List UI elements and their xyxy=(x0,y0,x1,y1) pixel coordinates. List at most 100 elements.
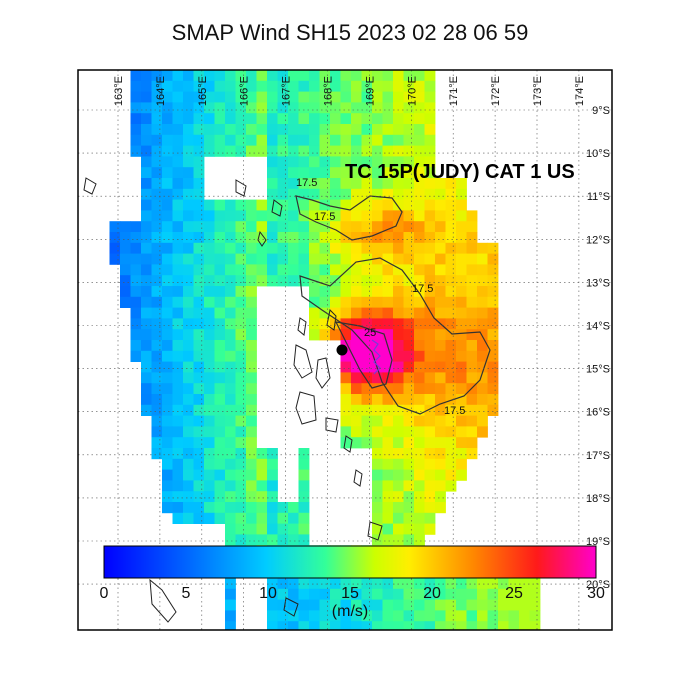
wind-cell xyxy=(246,404,257,416)
wind-cell xyxy=(225,621,236,630)
wind-cell xyxy=(372,426,383,438)
wind-cell xyxy=(340,307,352,319)
wind-cell xyxy=(183,167,194,179)
wind-cell xyxy=(183,113,194,125)
wind-cell xyxy=(267,621,278,630)
wind-cell xyxy=(309,199,320,211)
wind-cell xyxy=(340,124,352,136)
wind-cell xyxy=(382,242,394,254)
wind-cell xyxy=(340,329,352,341)
wind-cell xyxy=(456,221,467,233)
wind-cell xyxy=(141,264,152,276)
coastline xyxy=(343,435,353,453)
wind-cell xyxy=(141,80,152,92)
wind-cell xyxy=(403,264,415,276)
wind-cell xyxy=(267,199,278,211)
wind-cell xyxy=(141,199,152,211)
wind-cell xyxy=(424,134,436,146)
wind-cell xyxy=(372,383,383,395)
wind-cell xyxy=(214,70,226,82)
wind-cell xyxy=(183,318,194,330)
wind-cell xyxy=(309,134,320,146)
wind-cell xyxy=(172,188,184,200)
wind-cell xyxy=(351,340,362,352)
wind-cell xyxy=(445,437,457,449)
wind-cell xyxy=(235,404,247,416)
wind-cell xyxy=(403,361,415,373)
wind-cell xyxy=(372,480,383,492)
wind-cell xyxy=(466,210,478,222)
wind-cell xyxy=(414,340,425,352)
wind-cell xyxy=(256,534,268,546)
wind-cell xyxy=(256,502,268,514)
colorbar-tick-label: 0 xyxy=(100,585,109,602)
wind-cell xyxy=(267,578,278,590)
wind-cell xyxy=(309,318,320,330)
wind-cell xyxy=(109,232,121,244)
wind-cell xyxy=(319,242,331,254)
lon-label: 174°E xyxy=(574,76,586,106)
wind-cell xyxy=(151,372,163,384)
wind-cell xyxy=(162,469,173,481)
wind-cell xyxy=(319,286,331,298)
wind-cell xyxy=(519,621,530,630)
wind-cell xyxy=(330,113,341,125)
wind-cell xyxy=(288,124,299,136)
wind-cell xyxy=(319,275,331,287)
wind-cell xyxy=(183,350,194,362)
wind-cell xyxy=(393,621,404,630)
wind-cell xyxy=(351,404,362,416)
wind-cell xyxy=(351,394,362,406)
wind-cell xyxy=(351,307,362,319)
wind-cell xyxy=(225,91,236,103)
wind-cell xyxy=(393,232,404,244)
wind-cell xyxy=(246,523,257,535)
wind-cell xyxy=(414,296,425,308)
wind-cell xyxy=(109,242,121,254)
wind-cell xyxy=(393,253,404,265)
wind-cell xyxy=(351,275,362,287)
wind-cell xyxy=(466,264,478,276)
wind-cell xyxy=(319,156,331,168)
wind-cell xyxy=(519,610,530,622)
wind-cell xyxy=(424,102,436,114)
wind-cell xyxy=(351,415,362,427)
wind-cell xyxy=(204,383,215,395)
wind-cell xyxy=(172,232,184,244)
wind-cell xyxy=(435,221,446,233)
wind-cell xyxy=(298,80,310,92)
wind-cell xyxy=(267,188,278,200)
wind-cell xyxy=(466,296,478,308)
wind-cell xyxy=(361,578,373,590)
wind-cell xyxy=(414,156,425,168)
wind-cell xyxy=(466,610,478,622)
wind-cell xyxy=(372,210,383,222)
wind-cell xyxy=(382,599,394,611)
wind-cell xyxy=(477,610,488,622)
wind-cell xyxy=(361,188,373,200)
wind-cell xyxy=(403,350,415,362)
wind-cell xyxy=(235,296,247,308)
wind-cell xyxy=(361,610,373,622)
wind-cell xyxy=(246,145,257,157)
wind-cell xyxy=(298,167,310,179)
wind-cell xyxy=(372,307,383,319)
wind-cell xyxy=(204,102,215,114)
wind-cell xyxy=(267,91,278,103)
wind-cell xyxy=(414,124,425,136)
wind-cell xyxy=(424,242,436,254)
wind-cell xyxy=(382,426,394,438)
wind-cell xyxy=(183,458,194,470)
wind-cell xyxy=(445,340,457,352)
wind-cell xyxy=(424,156,436,168)
wind-cell xyxy=(204,415,215,427)
wind-cell xyxy=(361,437,373,449)
wind-cell xyxy=(424,426,436,438)
wind-cell xyxy=(466,588,478,600)
wind-cell xyxy=(477,415,488,427)
wind-cell xyxy=(466,242,478,254)
wind-cell xyxy=(424,437,436,449)
wind-cell xyxy=(340,210,352,222)
wind-cell xyxy=(403,621,415,630)
wind-cell xyxy=(235,512,247,524)
